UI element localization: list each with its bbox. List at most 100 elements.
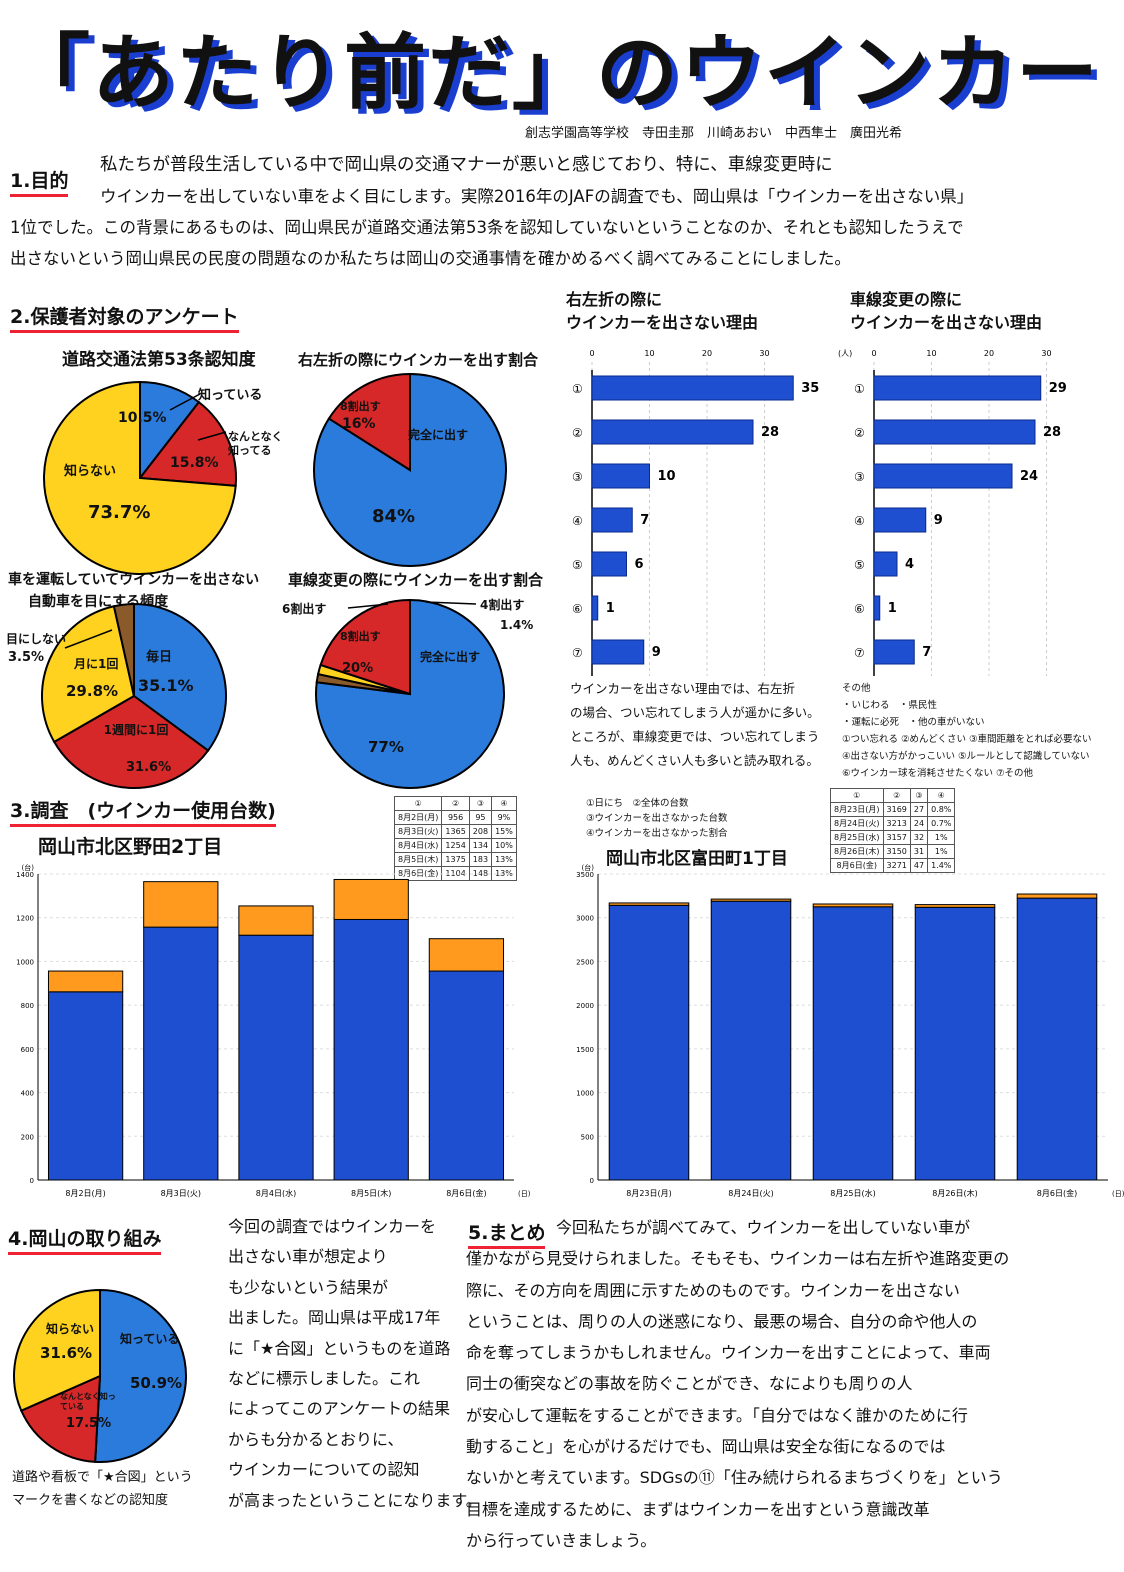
pie-chart-frequency <box>41 602 227 789</box>
table-row: 8月26日(木) 3150 31 1% <box>830 844 956 859</box>
pie4-label-40: 4割出す <box>480 598 525 612</box>
hbar-chart-turn: 0 10 20 30 (人) ① 35 ② 28 ③ 10 ④ 7 ⑤ 6 ⑥ 1 ⑦ 9 <box>572 349 852 676</box>
purpose-line-3: 1位でした。この背景にあるものは、岡山県民が道路交通法第53条を認知していないと… <box>10 218 964 237</box>
bar-segment-used <box>1016 897 1098 1181</box>
pie3-pct-never: 3.5% <box>8 650 45 665</box>
bar <box>873 463 1013 489</box>
value-label: 4 <box>905 557 914 572</box>
legend-line-2: ・いじわる ・県民性 <box>842 700 938 711</box>
category-label: ④ <box>572 514 583 528</box>
tick-label: 1000 <box>16 958 34 966</box>
vbar-chart-tomita: 0 500 1000 1500 2000 2500 3000 3500(台) 8月23日(月) 8… <box>576 863 1124 1198</box>
pie1-pct-know: 10.5% <box>118 410 167 426</box>
section-3-heading: 3.調査 (ウインカー使用台数) <box>10 796 276 827</box>
pie-chart-awareness <box>43 380 237 575</box>
pie1-title: 道路交通法第53条認知度 <box>62 350 256 370</box>
category-label: ③ <box>572 470 583 484</box>
tick-label: 0 <box>590 1177 594 1185</box>
tick-label: 800 <box>21 1002 34 1010</box>
bar-segment-not-used <box>914 904 996 908</box>
pie-chart-turn-signal-rate <box>313 372 507 567</box>
pie4-title: 車線変更の際にウインカーを出す割合 <box>288 571 544 589</box>
table-note-1: ①日にち ②全体の台数 <box>586 798 689 809</box>
s4-line-3: も少ないという結果が <box>228 1277 389 1297</box>
s4-line-6: などに標示しました。これ <box>228 1369 421 1389</box>
section-1-heading: 1.目的 <box>10 166 69 197</box>
bar-segment-not-used <box>238 905 314 936</box>
value-label: 10 <box>658 469 676 484</box>
bar <box>591 595 599 621</box>
tick-label: 2500 <box>576 958 594 966</box>
y-unit: (台) <box>22 863 35 872</box>
bar <box>873 507 927 533</box>
bar-segment-used <box>47 991 124 1181</box>
reason-line-4: 人も、めんどくさい人も多いと読み取れる。 <box>570 753 819 768</box>
x-unit: (日) <box>1112 1190 1124 1198</box>
reason-line-3: ところが、車線変更では、つい忘れてしまう <box>570 729 820 744</box>
bar-segment-used <box>710 900 792 1181</box>
pie5-pct-somewhat: 17.5% <box>66 1416 112 1431</box>
bar-segment-not-used <box>428 938 505 972</box>
pie3-pct-daily: 35.1% <box>138 676 194 695</box>
pie4-pct-full: 77% <box>368 738 404 756</box>
tick-label: 2000 <box>576 1002 594 1010</box>
s5-line-4: ということは、周りの人の迷惑になり、最悪の場合、自分の命や他人の <box>466 1311 978 1331</box>
pie4-label-60: 6割出す <box>282 602 327 616</box>
pie-slice-2 <box>52 694 210 789</box>
pie2-title: 右左折の際にウインカーを出す割合 <box>298 351 539 369</box>
reason-line-1: ウインカーを出さない理由では、右左折 <box>570 681 796 696</box>
s5-line-8: 動すること」を心がけるだけでも、岡山県は安全な街になるのでは <box>466 1437 946 1457</box>
bar-segment-used <box>608 904 690 1181</box>
pie5-caption-line2: マークを書くなどの認知度 <box>12 1493 169 1508</box>
pie-slice-2 <box>327 372 411 472</box>
pie5-caption-line1: 道路や看板で「★合図」という <box>12 1470 193 1485</box>
tick-label: 10 <box>644 349 654 358</box>
pie-slice-1 <box>133 602 227 752</box>
pie2-pct-full: 84% <box>372 506 416 527</box>
category-label: ② <box>572 426 583 440</box>
authors: 創志学園高等学校 寺田圭那 川崎あおい 中西隼士 廣田光希 <box>525 126 903 141</box>
bar-segment-not-used <box>143 881 219 928</box>
tick-label: 1200 <box>16 915 34 923</box>
tick-label: 500 <box>581 1133 594 1141</box>
unit-label: (人) <box>838 349 852 358</box>
category-label: ⑤ <box>572 558 583 572</box>
legend-line-5: ④出さない方がかっこいい ⑤ルールとして認識していない <box>842 751 1090 762</box>
category-label: ② <box>854 426 865 440</box>
x-unit: (日) <box>518 1190 531 1198</box>
table-row: 8月6日(金) 3271 47 1.4% <box>830 858 956 873</box>
table-row: 8月4日(水) 1254 134 10% <box>393 838 517 853</box>
category-label: ⑥ <box>854 602 865 616</box>
tick-label: 200 <box>21 1133 34 1141</box>
table-row: 8月5日(木) 1375 183 13% <box>393 852 517 867</box>
tick-label: 3000 <box>576 915 594 923</box>
s5-line-3: 際に、その方向を周囲に示すためのものです。ウインカーを出さない <box>466 1280 960 1300</box>
tick-label: 10 <box>926 349 936 358</box>
purpose-line-4: 出さないという岡山県民の民度の問題なのか私たちは岡山の交通事情を確かめるべく調べ… <box>10 249 851 268</box>
bar-segment-used <box>333 918 409 1181</box>
table-row: 8月23日(月) 3169 27 0.8% <box>830 802 956 817</box>
pie2-pct-80: 16% <box>342 416 376 432</box>
value-label: 29 <box>1049 381 1067 396</box>
hbar1-title-line2: ウインカーを出さない理由 <box>566 313 759 332</box>
bar-segment-not-used <box>710 898 792 902</box>
pie-slice-1 <box>94 1288 188 1463</box>
bar <box>591 551 627 577</box>
tick-label: 30 <box>1041 349 1051 358</box>
pie3-label-monthly: 月に1回 <box>74 657 119 671</box>
pie5-label-know: 知っている <box>120 1332 180 1346</box>
s4-line-2: 出さない車が想定より <box>228 1247 388 1267</box>
value-label: 7 <box>640 513 649 528</box>
category-label: 8月4日(水) <box>256 1188 296 1198</box>
tick-label: 20 <box>984 349 994 358</box>
pie3-label-never: 目にしない <box>6 632 67 646</box>
chart1-title: 岡山市北区野田2丁目 <box>38 836 223 858</box>
tick-label: 30 <box>759 349 769 358</box>
pie-chart-signal-mark-awareness <box>13 1288 188 1463</box>
legend-line-4: ①つい忘れる ②めんどくさい ③車間距離をとれば必要ない <box>842 734 1092 745</box>
